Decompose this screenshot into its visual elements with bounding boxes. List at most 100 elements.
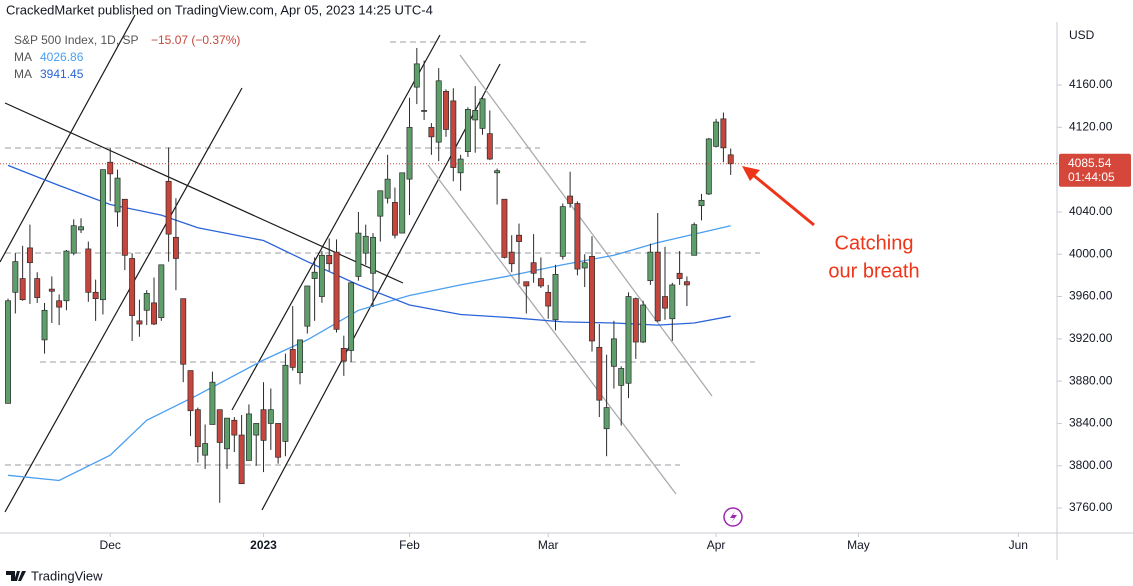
y-tick-label: 3920.00 <box>1069 331 1113 345</box>
candle-body <box>472 110 479 121</box>
candle-body <box>231 419 238 436</box>
trend-line <box>4 87 243 513</box>
candle-body <box>705 138 712 195</box>
candle-body <box>669 284 676 320</box>
price-label-box <box>1059 153 1131 187</box>
x-tick-label: Apr <box>707 538 726 552</box>
trend-line <box>0 14 136 263</box>
legend-name: MA <box>14 67 32 81</box>
candle-body <box>362 235 369 254</box>
candle-body <box>486 133 493 160</box>
drawings <box>0 14 760 513</box>
candle-body <box>559 206 566 257</box>
arrow <box>751 172 815 227</box>
candle-body <box>99 169 106 301</box>
candle-body <box>107 161 114 175</box>
candle-body <box>121 198 128 256</box>
candle-body <box>340 348 347 362</box>
candle-body <box>676 272 683 279</box>
candle-body <box>530 262 537 274</box>
candle-body <box>41 309 48 341</box>
countdown: 01:44:05 <box>1068 170 1115 184</box>
candle-body <box>552 273 559 321</box>
candle-body <box>523 281 530 287</box>
last-price-label: 4085.54 <box>1068 156 1112 170</box>
candle-body <box>187 370 194 412</box>
legend-value: 4026.86 <box>40 50 84 64</box>
candle-body <box>282 364 289 442</box>
legend-value: 3941.45 <box>40 67 84 81</box>
candle-body <box>78 226 84 231</box>
candle-body <box>610 338 617 367</box>
annotation: our breath <box>828 260 919 282</box>
candle-body <box>647 251 654 282</box>
candle-body <box>267 409 274 424</box>
x-tick-label: May <box>847 538 870 552</box>
candle-body <box>720 118 727 149</box>
candle-body <box>151 302 157 325</box>
candle-body <box>596 346 603 401</box>
candle-body <box>464 109 471 153</box>
candle-body <box>260 409 267 441</box>
candle-body <box>70 225 77 254</box>
candle-body <box>567 195 574 204</box>
candle-body <box>581 262 588 269</box>
channel-line <box>459 54 713 397</box>
candle-body <box>85 248 92 293</box>
candle-body <box>662 296 668 309</box>
candle-body <box>654 251 661 322</box>
candle-body <box>632 298 639 343</box>
header: CrackedMarket published on TradingView.c… <box>6 2 433 17</box>
candle-body <box>377 190 384 217</box>
y-tick-label: 4000.00 <box>1069 246 1113 260</box>
y-tick-label: 3880.00 <box>1069 373 1113 387</box>
candle-body <box>333 251 340 330</box>
x-tick-label: Dec <box>100 538 121 552</box>
candle-body <box>494 170 501 174</box>
candle-body <box>245 413 252 461</box>
candle-body <box>48 288 55 292</box>
x-tick-label: 2023 <box>250 538 277 552</box>
candle-body <box>589 255 595 342</box>
candle-body <box>253 423 260 436</box>
candle-body <box>326 254 333 265</box>
candle-body <box>275 423 282 458</box>
y-tick-label: 3960.00 <box>1069 289 1113 303</box>
candle-body <box>727 154 734 165</box>
candle-body <box>640 304 647 343</box>
candle-body <box>165 180 172 235</box>
y-tick-label: 3800.00 <box>1069 458 1113 472</box>
candle-body <box>428 126 435 138</box>
candle-body <box>289 349 296 368</box>
candle-body <box>136 320 143 325</box>
candle-body <box>370 236 376 274</box>
candle-body <box>391 202 398 236</box>
y-tick-label: 3760.00 <box>1069 500 1113 514</box>
logo-mark <box>6 571 26 581</box>
x-tick-label: Feb <box>399 538 420 552</box>
candle-body <box>384 178 391 199</box>
candle-body <box>574 203 581 270</box>
footer-logo: TradingView <box>6 568 103 583</box>
candle-body <box>114 177 121 213</box>
candle-body <box>158 264 165 319</box>
candle-body <box>56 300 63 308</box>
plot <box>5 48 734 503</box>
candle-body <box>618 368 625 386</box>
candle-body <box>304 285 311 327</box>
candle-body <box>202 443 209 456</box>
event-icon-bolt <box>730 511 737 523</box>
change: −15.07 (−0.37%) <box>151 33 240 47</box>
candle-body <box>413 63 420 88</box>
event-icon[interactable] <box>723 507 743 527</box>
currency: USD <box>1069 28 1095 42</box>
candle-body <box>457 158 464 174</box>
candle-body <box>421 110 428 112</box>
candle-body <box>348 282 355 351</box>
candle-body <box>443 91 449 130</box>
y-tick-label: 4160.00 <box>1069 77 1113 91</box>
candle-body <box>26 247 33 264</box>
candle-body <box>435 80 442 143</box>
moving-average <box>7 225 731 482</box>
